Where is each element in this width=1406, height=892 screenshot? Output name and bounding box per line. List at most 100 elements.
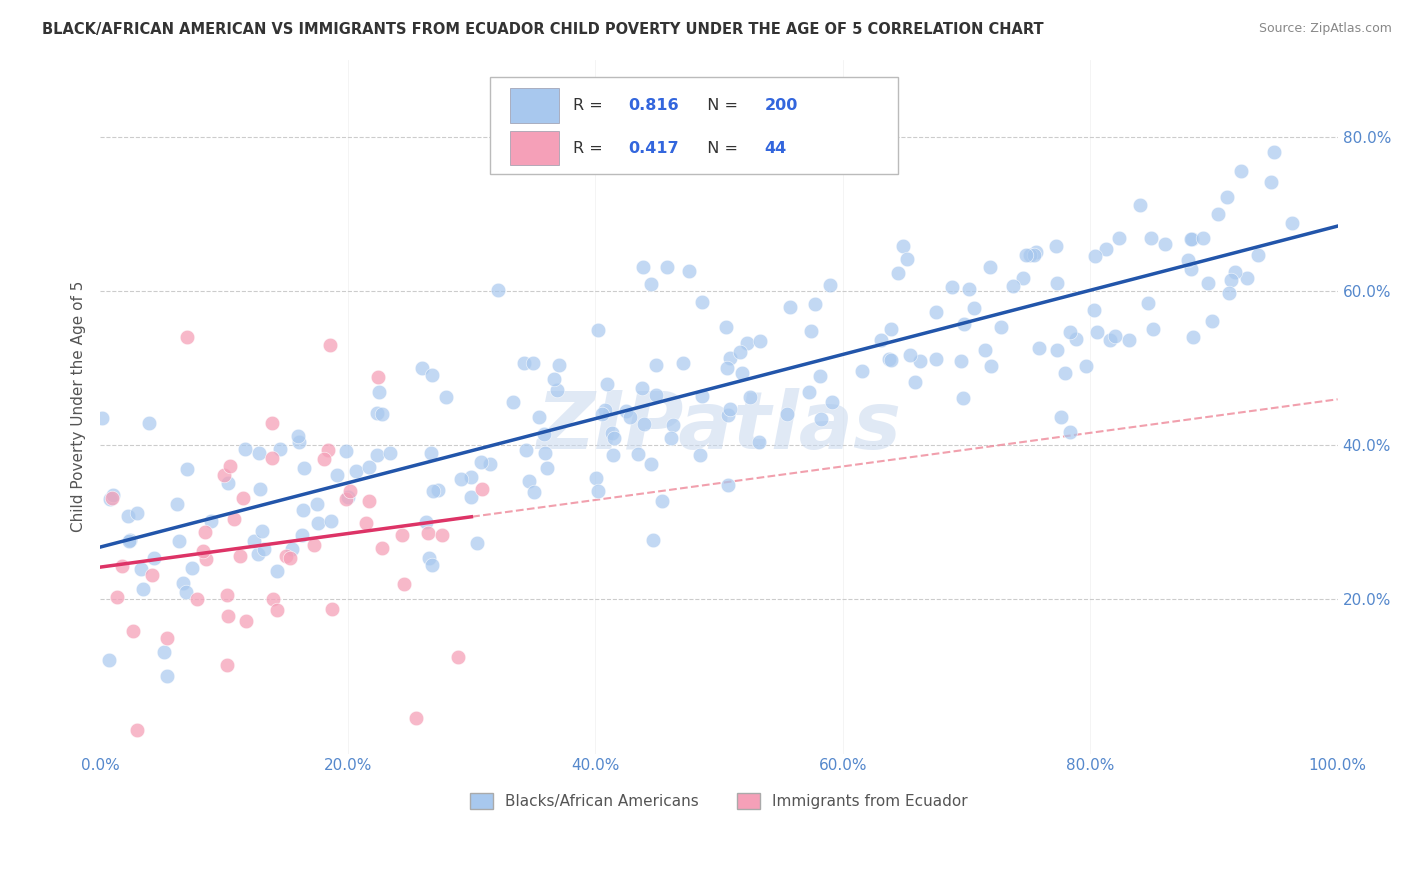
- Point: [321, 514, 343, 528]
- Point: [1099, 333, 1122, 347]
- Point: [659, 431, 682, 445]
- Point: [851, 363, 873, 377]
- Point: [169, 534, 191, 549]
- Point: [818, 278, 841, 293]
- Point: [585, 471, 607, 485]
- Point: [450, 472, 472, 486]
- Point: [416, 525, 439, 540]
- Text: N =: N =: [696, 98, 742, 113]
- Point: [1011, 271, 1033, 285]
- Point: [718, 401, 741, 416]
- Point: [1192, 231, 1215, 245]
- Point: [174, 585, 197, 599]
- Point: [378, 445, 401, 459]
- Point: [193, 544, 215, 558]
- Point: [591, 407, 613, 421]
- Point: [1140, 231, 1163, 245]
- Point: [596, 377, 619, 392]
- Point: [536, 461, 558, 475]
- Point: [430, 528, 453, 542]
- Point: [631, 260, 654, 274]
- Text: R =: R =: [572, 141, 607, 155]
- Point: [616, 404, 638, 418]
- Point: [672, 356, 695, 370]
- Point: [1197, 276, 1219, 290]
- Point: [1074, 359, 1097, 374]
- Point: [1053, 366, 1076, 380]
- Point: [600, 425, 623, 440]
- Point: [1024, 248, 1046, 262]
- Point: [335, 491, 357, 506]
- Point: [166, 497, 188, 511]
- Point: [1219, 273, 1241, 287]
- Point: [979, 260, 1001, 275]
- Point: [486, 283, 509, 297]
- Point: [1046, 343, 1069, 357]
- Point: [779, 301, 801, 315]
- Point: [125, 507, 148, 521]
- Point: [990, 320, 1012, 334]
- Point: [232, 491, 254, 506]
- Point: [266, 564, 288, 578]
- Point: [307, 516, 329, 531]
- Point: [980, 359, 1002, 374]
- Point: [651, 494, 673, 508]
- Point: [176, 330, 198, 344]
- Point: [602, 448, 624, 462]
- Point: [233, 442, 256, 456]
- Point: [1002, 279, 1025, 293]
- Point: [904, 375, 927, 389]
- Point: [478, 457, 501, 471]
- Point: [97, 653, 120, 667]
- Point: [1129, 197, 1152, 211]
- Point: [156, 669, 179, 683]
- Text: 0.417: 0.417: [628, 141, 679, 155]
- Point: [336, 491, 359, 505]
- Point: [250, 524, 273, 538]
- Point: [1229, 163, 1251, 178]
- Point: [1182, 329, 1205, 343]
- Point: [359, 459, 381, 474]
- Point: [1260, 175, 1282, 189]
- Point: [714, 319, 737, 334]
- Text: ZIPatlas: ZIPatlas: [536, 388, 901, 467]
- Point: [522, 356, 544, 370]
- Point: [941, 279, 963, 293]
- Point: [90, 411, 112, 425]
- Point: [194, 524, 217, 539]
- Point: [344, 464, 367, 478]
- Point: [427, 483, 450, 498]
- Point: [292, 460, 315, 475]
- Legend: Blacks/African Americans, Immigrants from Ecuador: Blacks/African Americans, Immigrants fro…: [464, 787, 974, 815]
- Point: [1059, 325, 1081, 339]
- Point: [1247, 248, 1270, 262]
- Point: [502, 395, 524, 409]
- Point: [1059, 425, 1081, 439]
- Point: [420, 368, 443, 382]
- Point: [662, 417, 685, 432]
- Point: [717, 408, 740, 422]
- Point: [1154, 237, 1177, 252]
- Point: [925, 305, 948, 319]
- Point: [887, 266, 910, 280]
- Point: [747, 435, 769, 450]
- Point: [420, 558, 443, 572]
- Point: [217, 609, 239, 624]
- Point: [366, 406, 388, 420]
- Point: [316, 443, 339, 458]
- Point: [749, 334, 772, 348]
- Point: [1218, 285, 1240, 300]
- Point: [357, 494, 380, 508]
- Point: [371, 407, 394, 421]
- Point: [1045, 239, 1067, 253]
- Point: [963, 301, 986, 316]
- Point: [880, 353, 903, 368]
- Point: [1142, 322, 1164, 336]
- Point: [447, 649, 470, 664]
- Point: [118, 533, 141, 548]
- Point: [366, 448, 388, 462]
- Point: [405, 711, 427, 725]
- Point: [800, 324, 823, 338]
- Point: [957, 282, 980, 296]
- Point: [215, 588, 238, 602]
